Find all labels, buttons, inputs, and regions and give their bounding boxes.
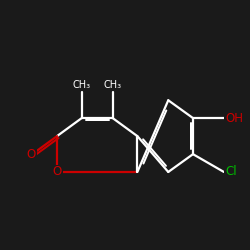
Text: O: O	[26, 148, 36, 161]
Text: CH₃: CH₃	[104, 80, 122, 90]
Text: O: O	[52, 166, 62, 178]
Text: OH: OH	[225, 112, 243, 124]
Text: Cl: Cl	[225, 166, 237, 178]
Text: CH₃: CH₃	[73, 80, 91, 90]
